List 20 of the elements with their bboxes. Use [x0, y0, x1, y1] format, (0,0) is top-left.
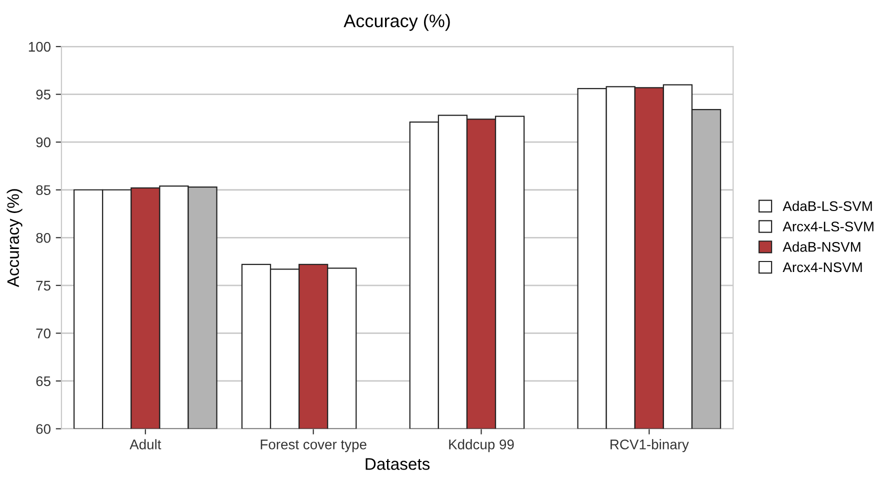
x-tick-label: RCV1-binary — [610, 439, 689, 452]
x-tick-label: Forest cover type — [260, 440, 366, 452]
y-tick-label: 90 — [36, 137, 50, 148]
legend-label: Arcx4-NSVM — [782, 262, 862, 272]
y-tick-label: 75 — [36, 280, 50, 291]
legend-label: Arcx4-LS-SVM — [782, 222, 874, 232]
chart-title: Accuracy (%) — [344, 14, 450, 31]
legend-label: AdaB-NSVM — [782, 242, 860, 252]
y-tick-label: 60 — [36, 424, 50, 434]
y-tick-label: 65 — [36, 376, 50, 386]
y-axis-title: Accuracy (%) — [6, 189, 22, 288]
y-tick-label: 80 — [36, 232, 50, 243]
x-tick-label: Adult — [130, 439, 162, 450]
y-tick-label: 70 — [36, 328, 50, 338]
legend-label: AdaB-LS-SVM — [782, 200, 872, 212]
y-tick-label: 85 — [36, 185, 50, 196]
y-tick-label: 95 — [36, 90, 50, 100]
y-tick-label: 100 — [28, 42, 50, 52]
x-axis-title: Datasets — [366, 458, 430, 470]
x-tick-label: Kddcup 99 — [449, 439, 514, 452]
